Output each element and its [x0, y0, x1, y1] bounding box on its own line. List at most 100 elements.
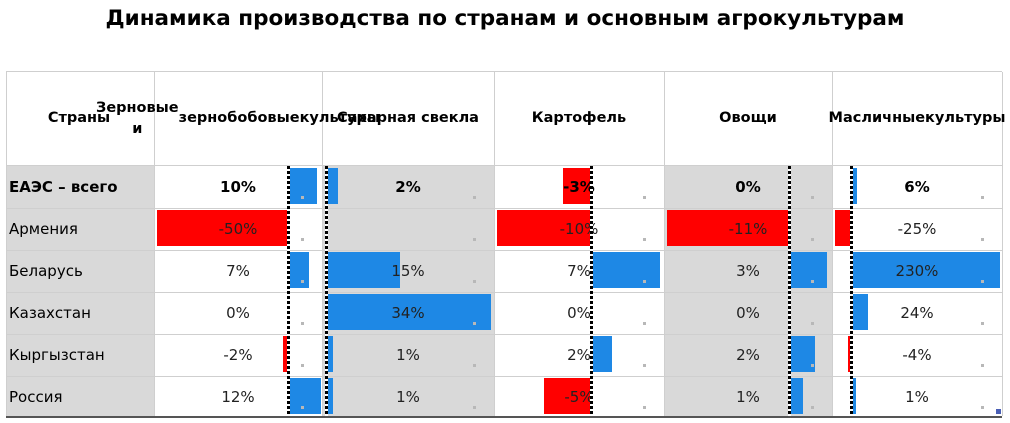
grid-line-top [6, 71, 1002, 72]
positive-bar [328, 378, 333, 414]
positive-bar [853, 294, 869, 330]
data-cell: 0% [494, 292, 664, 334]
negative-bar [282, 336, 288, 372]
data-cell: -4% [832, 334, 1002, 376]
data-cell: 1% [322, 334, 494, 376]
value-label: 15% [391, 262, 425, 280]
positive-bar [593, 252, 660, 288]
data-cell: -25% [832, 208, 1002, 250]
cell-marker [811, 196, 814, 199]
corner-marker [996, 409, 1001, 414]
cell-marker [473, 238, 476, 241]
cell-marker [981, 238, 984, 241]
data-cell: 6% [832, 166, 1002, 208]
cell-marker [301, 364, 304, 367]
data-cell: 24% [832, 292, 1002, 334]
data-cell: 10% [154, 166, 322, 208]
grid-line-header-bottom [6, 165, 1002, 166]
negative-bar [848, 336, 851, 372]
value-label: 7% [567, 262, 591, 280]
row-label: Россия [9, 388, 63, 406]
cell-marker [811, 280, 814, 283]
cell-marker [473, 196, 476, 199]
header-column-4: Овощи [664, 72, 832, 166]
header-line: Масличные [828, 110, 926, 127]
zero-axis-1 [287, 166, 290, 416]
cell-marker [981, 322, 984, 325]
positive-bar [791, 378, 803, 414]
header-line: Овощи [719, 110, 777, 127]
value-label: 7% [226, 262, 250, 280]
value-label: -50% [218, 220, 258, 238]
positive-bar [853, 252, 1001, 288]
cell-marker [473, 364, 476, 367]
value-label: -4% [902, 346, 932, 364]
cell-marker [643, 196, 646, 199]
positive-bar [290, 252, 309, 288]
data-cell: 2% [494, 334, 664, 376]
cell-marker [473, 322, 476, 325]
cell-marker [643, 238, 646, 241]
header-line: Зерновые и [96, 99, 179, 137]
data-cell: -2% [154, 334, 322, 376]
grid-line-row [6, 250, 1002, 251]
data-cell: 2% [322, 166, 494, 208]
header-column-3: Картофель [494, 72, 664, 166]
header-line: зернобобовые [178, 110, 300, 127]
zero-axis-2 [325, 166, 328, 416]
cell-marker [643, 364, 646, 367]
cell-marker [301, 322, 304, 325]
data-cell: 15% [322, 250, 494, 292]
value-label: -2% [223, 346, 253, 364]
value-label: 2% [736, 346, 760, 364]
cell-marker [981, 196, 984, 199]
grid-line-col [832, 72, 833, 416]
data-cell: 0% [154, 292, 322, 334]
negative-bar [835, 210, 851, 246]
positive-bar [328, 252, 400, 288]
cell-marker [473, 406, 476, 409]
cell-marker [811, 322, 814, 325]
zero-axis-3 [590, 166, 593, 416]
grid-line-col [322, 72, 323, 416]
value-label: 6% [904, 178, 930, 196]
data-cell: -3% [494, 166, 664, 208]
value-label: -3% [563, 178, 595, 196]
value-label: 0% [226, 304, 250, 322]
cell-marker [811, 364, 814, 367]
value-label: 34% [391, 304, 425, 322]
header-column-1: Зерновые и зернобобовые культуры [96, 72, 380, 166]
value-label: -5% [564, 388, 594, 406]
row-label: Кыргызстан [9, 346, 105, 364]
grid-line-row [6, 376, 1002, 377]
data-cell: 7% [154, 250, 322, 292]
negative-bar [157, 210, 288, 246]
cell-marker [473, 280, 476, 283]
data-cell: -5% [494, 376, 664, 418]
value-label: -25% [897, 220, 937, 238]
value-label: -10% [559, 220, 599, 238]
grid-line-row [6, 334, 1002, 335]
cell-marker [643, 322, 646, 325]
data-cell: -10% [494, 208, 664, 250]
row-label: Казахстан [9, 304, 91, 322]
cell-marker [981, 364, 984, 367]
data-cell: 0% [664, 166, 832, 208]
data-cell: 1% [664, 376, 832, 418]
data-cell: -11% [664, 208, 832, 250]
shade-block-countries [6, 166, 154, 416]
cell-marker [981, 406, 984, 409]
header-line: Сахарная свекла [337, 110, 479, 127]
shade-block-4 [664, 166, 832, 416]
header-countries: Страны [47, 110, 111, 127]
row-label: Армения [9, 220, 78, 238]
value-label: 10% [220, 178, 256, 196]
cell-marker [811, 406, 814, 409]
data-cell [322, 208, 494, 250]
value-label: 0% [735, 178, 761, 196]
data-cell: 34% [322, 292, 494, 334]
value-label: 12% [221, 388, 255, 406]
value-label: 0% [736, 304, 760, 322]
cell-marker [301, 196, 304, 199]
